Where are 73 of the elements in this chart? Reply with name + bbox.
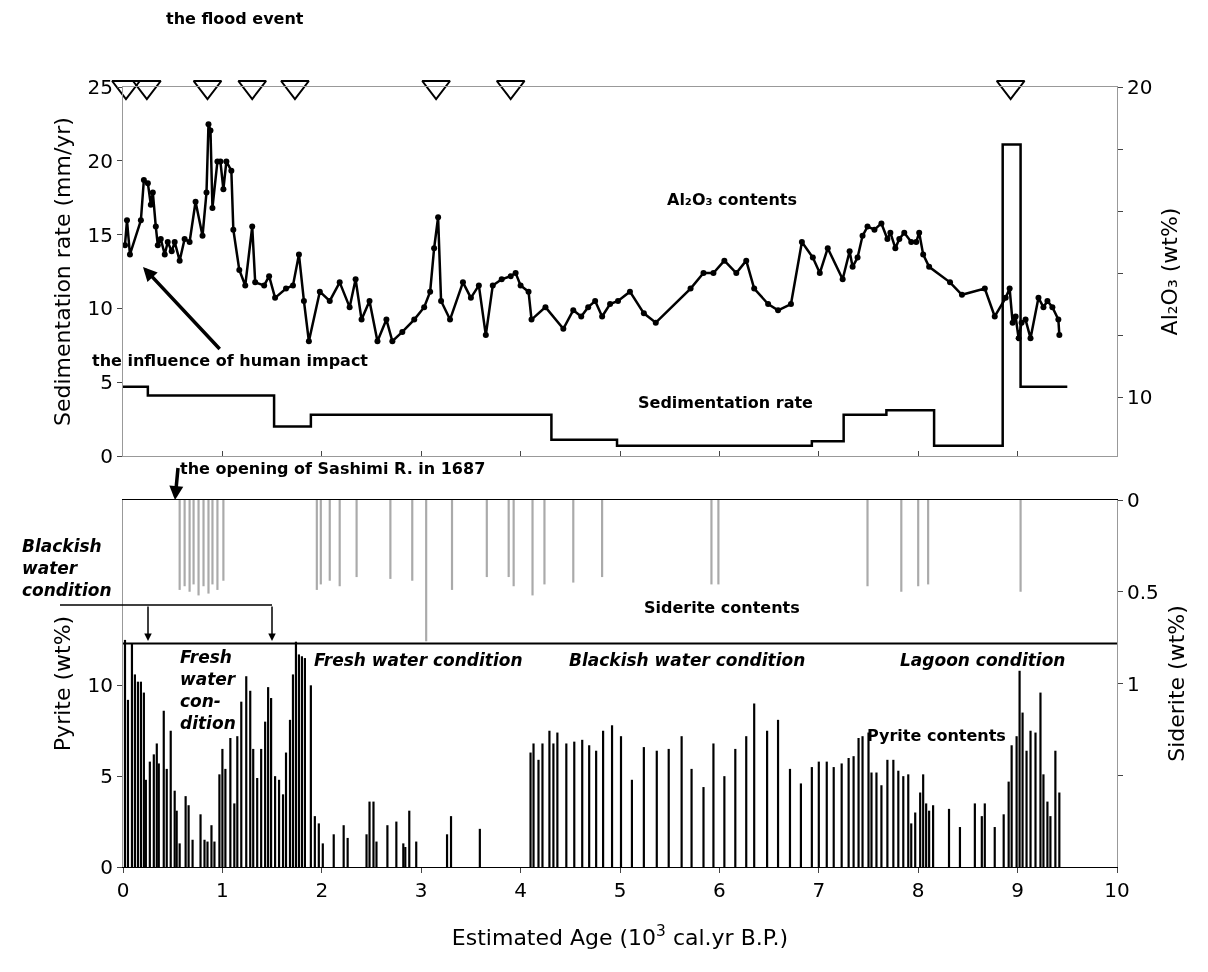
y2-tick-label: 10 — [1127, 385, 1153, 410]
x-tick-label: 10 — [1104, 878, 1130, 902]
x-tick-label: 9 — [1011, 878, 1024, 902]
x-tick-label: 5 — [613, 878, 627, 902]
y-tick-label: 20 — [87, 148, 113, 173]
bar — [389, 500, 392, 579]
text: the opening of Sashimi R. in 1687 — [180, 459, 486, 478]
bar — [183, 500, 186, 587]
bar — [900, 500, 903, 592]
bar — [222, 500, 225, 581]
bar — [917, 500, 920, 587]
text: Blackish water condition — [22, 536, 112, 601]
bar — [319, 500, 322, 585]
bar — [207, 500, 210, 594]
bar — [710, 500, 713, 585]
bar — [197, 500, 200, 596]
y-tick-label: 10 — [87, 673, 113, 698]
bar — [450, 500, 454, 590]
annotation: Sedimentation rate — [638, 393, 814, 412]
bar — [315, 500, 318, 590]
y-tick-label: 10 — [87, 296, 113, 321]
bar — [572, 500, 575, 583]
bar — [355, 500, 358, 578]
y-tick-label: 5 — [100, 370, 113, 395]
annotation: the influence of human impact — [92, 351, 369, 370]
y2-tick-label: 0 — [1127, 488, 1140, 512]
x-tick-label: 3 — [414, 878, 428, 902]
x-tick-label: 1 — [216, 878, 229, 902]
y-axis-title: Pyrite (wt%) — [50, 615, 76, 752]
bar — [425, 500, 428, 642]
annotation: Fresh water condition — [314, 650, 523, 670]
x-axis-title: Estimated Age (10$^{3}$ cal.yr B.P.) — [451, 921, 789, 950]
y2-axis-title: Siderite (wt%) — [1163, 605, 1189, 762]
y2-tick-label: 20 — [1127, 75, 1153, 99]
y2-axis-title: Al₂O₃ (wt%) — [1157, 207, 1183, 336]
y-tick-label: 0 — [100, 444, 113, 468]
annotation: Al₂O₃ contents — [667, 190, 797, 209]
bar — [188, 500, 191, 592]
bar — [866, 500, 869, 587]
y-tick-label: 0 — [100, 855, 113, 879]
bar — [507, 500, 510, 578]
x-tick-label: 7 — [812, 878, 826, 902]
bar — [512, 500, 515, 587]
text: the flood event — [166, 9, 304, 28]
bar — [216, 500, 219, 590]
annotation: Siderite contents — [644, 598, 800, 617]
y-tick-label: 25 — [87, 75, 113, 99]
bar — [328, 500, 331, 581]
annotation: Fresh water con-dition — [180, 647, 237, 734]
bar — [717, 500, 720, 585]
bar — [485, 500, 488, 578]
y2-tick-label: 1 — [1127, 671, 1140, 696]
x-tick-label: 2 — [315, 878, 329, 902]
y-tick-label: 5 — [100, 764, 113, 789]
y2-tick-label: 0.5 — [1127, 579, 1159, 604]
x-tick-label: 8 — [911, 878, 925, 902]
bar — [927, 500, 930, 585]
annotation: Lagoon condition — [900, 650, 1066, 670]
x-tick-label: 6 — [713, 878, 726, 902]
bar — [531, 500, 534, 596]
bar — [411, 500, 414, 581]
y-axis-title: Sedimentation rate (mm/yr) — [50, 117, 76, 426]
bar — [1019, 500, 1022, 592]
x-tick-label: 0 — [116, 878, 130, 902]
annotation: Blackish water condition — [569, 650, 806, 670]
bar — [202, 500, 205, 587]
bar — [543, 500, 546, 585]
y-tick-label: 15 — [87, 222, 113, 247]
annotation: Pyrite contents — [867, 726, 1006, 745]
x-tick-label: 4 — [514, 878, 527, 902]
bar — [338, 500, 341, 587]
bar — [178, 500, 181, 590]
bar — [601, 500, 604, 578]
